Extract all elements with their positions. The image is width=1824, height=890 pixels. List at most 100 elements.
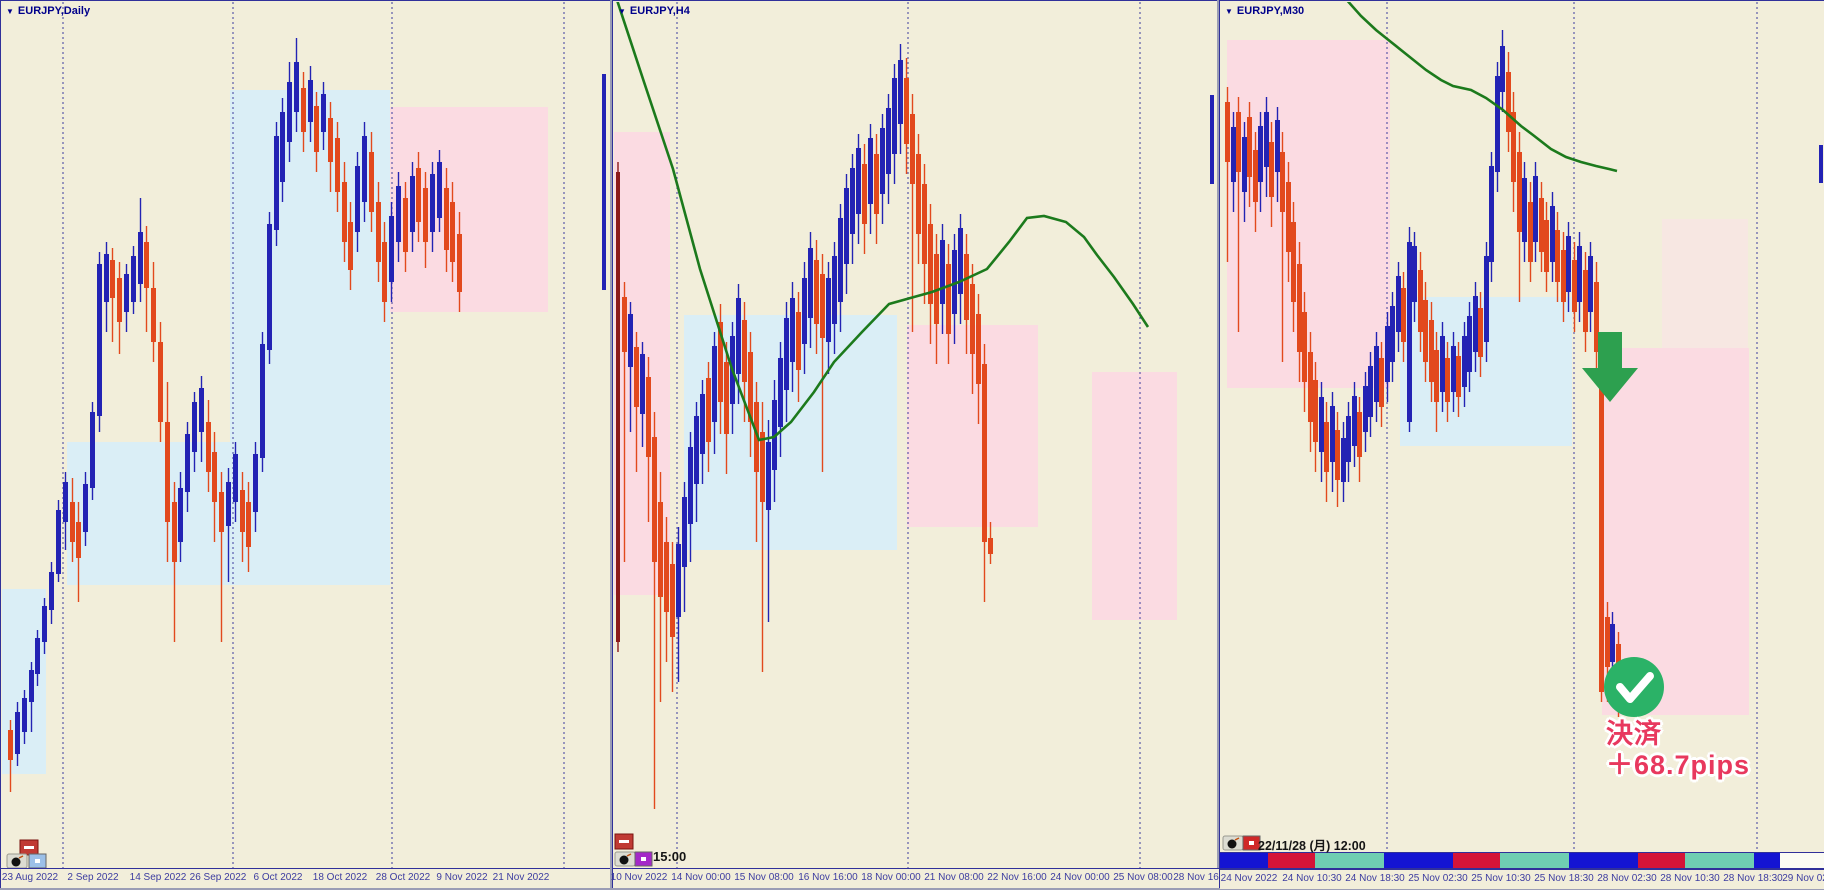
chart-symbol-timeframe: EURJPY,H4 [629, 5, 690, 17]
candle-body [348, 222, 353, 270]
candle-body [820, 274, 825, 338]
candlestick-chart-h4[interactable] [614, 2, 1218, 869]
candle-body [355, 166, 360, 232]
candle-body [1363, 386, 1368, 432]
trade-pips-text: ＋68.7pips [1606, 750, 1751, 781]
candle-body [880, 128, 885, 194]
chart-symbol-timeframe: EURJPY,Daily [17, 5, 91, 17]
candle-body [267, 224, 272, 350]
candlestick-chart-m30[interactable] [1221, 2, 1824, 852]
candle-body [1313, 380, 1318, 442]
candle-body [22, 698, 27, 732]
x-axis-label: 26 Sep 2022 [189, 872, 247, 883]
candle-body [1357, 412, 1362, 457]
candle-body [1352, 396, 1357, 446]
candle-body [1511, 112, 1516, 182]
candle-body [144, 242, 149, 288]
candle-body [110, 260, 115, 298]
candle-body [1500, 46, 1505, 92]
candle-body [1577, 246, 1582, 302]
session-strip [1220, 852, 1824, 869]
candle-body [958, 228, 963, 294]
candle-body [1467, 316, 1472, 372]
candle-body [151, 288, 156, 342]
x-axis-label: 25 Nov 02:30 [1408, 873, 1468, 884]
candle-body [664, 542, 669, 612]
candle-body [952, 250, 957, 314]
candle-body [790, 298, 795, 362]
trade-result-label: 決済 ＋68.7pips [1606, 719, 1750, 781]
candle-body [1561, 250, 1566, 302]
x-axis-label: 28 Nov 18:30 [1723, 873, 1783, 884]
trade-exit-text: 決済 [1606, 719, 1662, 749]
candle-body [117, 278, 122, 322]
candle-body [658, 502, 663, 597]
candle-body [976, 314, 981, 384]
chart-menu-triangle-icon[interactable]: ▼ [1225, 6, 1233, 16]
candle-body [1341, 438, 1346, 482]
chart-menu-triangle-icon[interactable]: ▼ [618, 6, 626, 16]
candle-body [97, 264, 102, 416]
session-segment [1453, 853, 1500, 868]
candle-body [1368, 366, 1373, 417]
checkmark-icon [1616, 672, 1654, 703]
candle-body [1583, 270, 1588, 332]
x-axis-label: 24 Nov 2022 [1220, 873, 1278, 884]
candle-body [233, 454, 238, 502]
candle-body [287, 82, 292, 142]
candle-body [922, 184, 927, 264]
candle-body [718, 322, 723, 402]
chart-window-h4: ▼ EURJPY,H4 15:00 10 Nov 2022 14 Nov 00:0… [611, 0, 1233, 888]
candle-body [676, 544, 681, 617]
candle-body [362, 136, 367, 202]
candle-body [83, 484, 88, 532]
candle-body [138, 232, 143, 284]
candle-body [1412, 246, 1417, 302]
x-axis-label: 22 Nov 16:00 [987, 872, 1047, 883]
candle-body [1280, 152, 1285, 212]
x-axis-label: 21 Nov 08:00 [924, 872, 984, 883]
candle-body [832, 256, 837, 324]
candle-body [916, 154, 921, 234]
candle-body [670, 564, 675, 637]
candle-body [70, 502, 75, 542]
candle-body [1236, 112, 1241, 172]
candle-body [1445, 358, 1450, 402]
candle-body [172, 502, 177, 562]
x-axis-label: 21 Nov 2022 [492, 872, 550, 883]
minus-icon [24, 846, 34, 849]
time-label: 15:00 [653, 849, 687, 864]
candle-body [748, 352, 753, 422]
candle-body [49, 572, 54, 610]
candle-body [982, 364, 987, 542]
down-arrow-icon [1582, 332, 1638, 402]
dot-icon [35, 859, 40, 863]
x-axis-label: 14 Nov 00:00 [671, 872, 731, 883]
candle-body [784, 318, 789, 390]
candle-body [1379, 358, 1384, 407]
candle-body [1610, 624, 1615, 662]
chart-menu-triangle-icon[interactable]: ▼ [6, 6, 14, 16]
x-axis-daily: 23 Aug 2022 2 Sep 2022 14 Sep 2022 26 Sep 2… [1, 868, 610, 888]
x-axis-label: 28 Nov 10:30 [1660, 873, 1720, 884]
candle-body [694, 416, 699, 484]
candle-body [308, 80, 313, 122]
candle-body [742, 320, 747, 382]
candlestick-chart-daily[interactable] [2, 2, 609, 869]
candle-body [1473, 296, 1478, 352]
candle-body [124, 274, 129, 312]
candle-body [1401, 288, 1406, 342]
candle-body [1572, 260, 1577, 312]
x-axis-label: 2 Sep 2022 [67, 872, 119, 883]
bomb-icon [11, 857, 21, 867]
candle-body [1484, 256, 1489, 342]
bomb-fuse-icon [626, 853, 632, 857]
x-axis-label: 24 Nov 10:30 [1282, 873, 1342, 884]
candle-body [1264, 112, 1269, 167]
checkmark-circle-icon [1604, 657, 1664, 717]
candle-body [1550, 206, 1555, 262]
x-axis-label: 24 Nov 00:00 [1050, 872, 1110, 883]
x-axis-label: 14 Sep 2022 [129, 872, 187, 883]
candle-body [838, 218, 843, 302]
